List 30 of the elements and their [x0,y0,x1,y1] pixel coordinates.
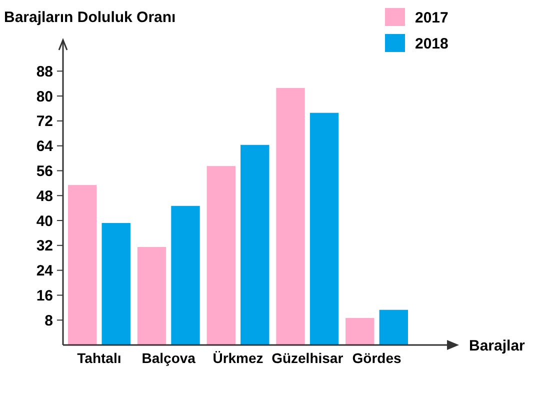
y-tick-label: 64 [36,138,54,156]
bar [310,112,339,345]
y-tick-label: 72 [36,113,53,130]
y-tick-label: 88 [36,63,53,80]
x-axis-title: Barajlar [469,337,526,354]
legend-label: 2017 [415,9,448,26]
y-tick-label: 8 [44,312,53,330]
bar [240,144,270,345]
bar [68,185,97,345]
x-tick-label: Tahtalı [77,350,122,366]
bar [346,318,374,345]
x-tick-label: Gördes [352,350,402,366]
y-tick-label: 24 [36,262,54,280]
bar [171,206,200,345]
legend-label: 2018 [415,35,448,52]
y-tick-label: 16 [36,287,53,304]
x-tick-label: Güzelhisar [272,350,344,366]
y-tick-label: 56 [36,162,53,180]
x-tick-label: Balçova [142,350,196,366]
bar [379,310,408,345]
y-tick-label: 40 [36,212,53,230]
x-tick-label: Ürkmez [212,350,264,366]
y-tick-label: 32 [36,238,53,255]
bar [276,88,305,345]
bar [137,246,166,345]
y-tick-label: 80 [36,88,53,106]
bar [206,166,236,345]
bar [102,223,130,345]
y-axis-title: Barajların Doluluk Oranı [4,9,176,26]
y-tick-label: 48 [36,188,53,205]
